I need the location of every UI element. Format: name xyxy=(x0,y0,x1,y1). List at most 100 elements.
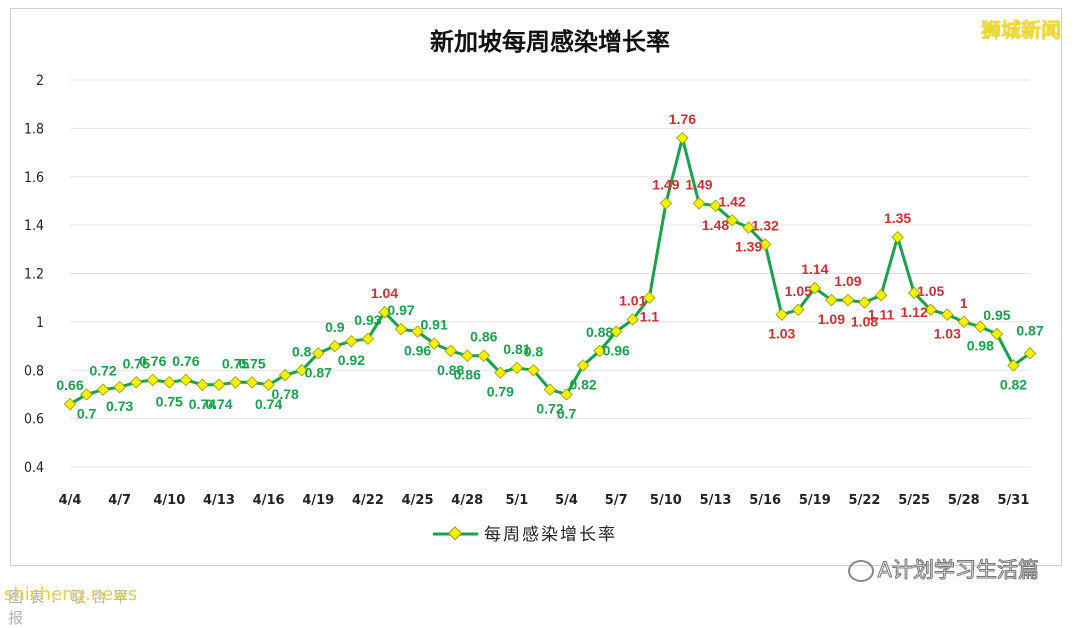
data-label: 1.09 xyxy=(834,273,861,289)
legend-marker-swatch xyxy=(447,526,463,541)
data-label: 0.98 xyxy=(967,338,994,354)
y-tick-label: 0.8 xyxy=(24,363,44,379)
legend-label: 每周感染增长率 xyxy=(484,525,617,545)
data-label: 1.49 xyxy=(685,176,712,192)
data-label: 1.39 xyxy=(735,239,762,255)
data-point xyxy=(709,199,722,212)
data-label: 0.74 xyxy=(255,396,282,412)
x-tick-label: 5/19 xyxy=(799,493,831,508)
data-point xyxy=(245,376,259,389)
data-label: 0.82 xyxy=(1000,376,1027,392)
y-tick-label: 1.4 xyxy=(24,218,44,234)
data-label: 1.05 xyxy=(785,283,812,299)
data-point xyxy=(229,376,242,389)
data-label: 0.86 xyxy=(454,367,481,383)
x-tick-label: 4/16 xyxy=(253,493,285,508)
data-point xyxy=(527,364,540,377)
data-label: 1.32 xyxy=(752,217,779,233)
watermark-site-text: shicheng.news xyxy=(4,584,138,605)
data-point xyxy=(758,238,772,251)
data-label: 0.76 xyxy=(139,353,166,369)
data-label: 1.48 xyxy=(702,217,729,233)
data-label: 0.87 xyxy=(305,364,332,380)
data-point xyxy=(163,376,176,389)
series-line-group xyxy=(69,136,1031,406)
data-point xyxy=(1007,359,1020,372)
data-point xyxy=(394,322,408,336)
data-label: 0.79 xyxy=(487,384,514,400)
data-label: 0.9 xyxy=(325,319,345,335)
data-point xyxy=(841,293,855,307)
data-point xyxy=(891,230,904,244)
data-label: 0.74 xyxy=(205,396,232,412)
data-point xyxy=(775,308,788,321)
chart-frame xyxy=(10,8,1062,566)
data-label: 0.72 xyxy=(89,363,116,379)
watermark-account-text: A计划学习生活篇 xyxy=(877,558,1039,583)
data-point xyxy=(80,388,93,401)
data-label: 0.95 xyxy=(983,307,1010,323)
data-point xyxy=(146,373,159,387)
data-point xyxy=(361,332,375,346)
x-tick-label: 5/25 xyxy=(898,493,930,508)
y-tick-label: 1 xyxy=(36,315,44,331)
data-point xyxy=(825,293,838,307)
data-point xyxy=(411,325,424,338)
data-label: 1.12 xyxy=(901,304,928,320)
line-chart: 新加坡每周感染增长率 0.40.60.811.21.41.61.82 4/4 4/… xyxy=(24,28,1044,545)
data-label: 0.73 xyxy=(106,398,133,414)
x-tick-label: 5/13 xyxy=(700,493,732,508)
data-label: 1.03 xyxy=(768,326,795,342)
data-point xyxy=(593,344,606,358)
data-point xyxy=(312,347,325,360)
series-line xyxy=(69,136,1031,406)
data-point xyxy=(808,281,822,295)
grid-lines xyxy=(70,79,1030,468)
data-point xyxy=(676,131,689,145)
legend[interactable]: 每周感染增长率 xyxy=(433,525,617,545)
data-label: 1.09 xyxy=(818,311,845,327)
data-point xyxy=(295,364,308,377)
data-label: 0.78 xyxy=(272,386,299,402)
data-point xyxy=(427,337,441,350)
data-label: 1.08 xyxy=(851,314,878,330)
data-point xyxy=(643,291,656,304)
data-label: 0.87 xyxy=(1016,322,1043,338)
x-tick-label: 5/22 xyxy=(849,493,881,508)
data-label: 0.97 xyxy=(387,302,414,318)
data-point xyxy=(494,366,507,379)
data-label: 1 xyxy=(960,295,968,311)
watermark-right: A计划学习生活篇 xyxy=(847,554,1040,584)
data-point xyxy=(692,197,706,210)
data-point xyxy=(444,344,457,358)
data-label: 0.91 xyxy=(421,317,448,333)
data-label: 0.81 xyxy=(503,341,530,357)
data-label: 0.96 xyxy=(603,343,630,359)
x-axis-ticks: 4/4 4/7 4/10 4/13 4/16 4/19 4/22 4/25 4/28 5/1 5/4… xyxy=(59,493,1030,508)
x-tick-label: 4/7 xyxy=(108,493,131,508)
data-label: 0.8 xyxy=(292,343,312,359)
data-point xyxy=(941,308,954,321)
data-point xyxy=(924,303,937,317)
data-point xyxy=(278,368,292,382)
x-tick-label: 5/28 xyxy=(948,493,980,508)
x-tick-label: 4/13 xyxy=(203,493,235,508)
data-point xyxy=(1023,347,1037,360)
data-label: 1.01 xyxy=(619,292,646,308)
data-point xyxy=(858,296,871,309)
x-tick-label: 4/28 xyxy=(451,493,483,508)
data-label: 0.8 xyxy=(524,343,544,359)
y-tick-label: 2 xyxy=(36,73,44,89)
data-point xyxy=(96,383,110,396)
data-point xyxy=(990,327,1004,341)
data-label: 1.1 xyxy=(640,309,660,325)
data-label: 0.74 xyxy=(189,396,216,412)
data-labels: 0.660.70.720.730.750.760.750.760.740.740… xyxy=(56,111,1043,421)
data-point xyxy=(792,303,805,317)
data-label: 0.72 xyxy=(536,401,563,417)
data-point xyxy=(63,397,77,411)
data-label: 0.96 xyxy=(404,343,431,359)
data-point xyxy=(725,214,739,227)
data-label: 0.88 xyxy=(586,324,613,340)
series-markers xyxy=(63,131,1037,411)
